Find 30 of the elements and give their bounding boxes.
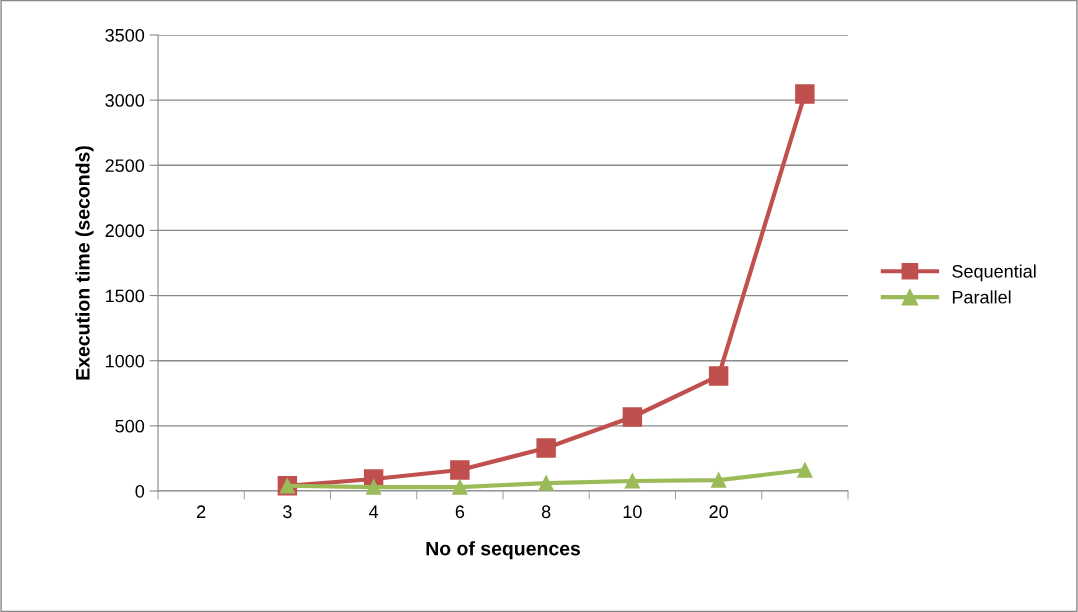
x-tick-label: 4: [369, 505, 379, 518]
x-tick-label: 20: [709, 505, 728, 519]
point: [624, 473, 641, 489]
x-tick-label: 3: [283, 505, 292, 519]
y-tick-label: 0: [135, 484, 145, 498]
y-tick-label: 3500: [105, 28, 145, 42]
y-tick-label: 3000: [105, 94, 145, 107]
y-axis-title: Execution time (seconds): [75, 146, 94, 380]
y-tick-label: 500: [115, 419, 145, 433]
point: [452, 479, 468, 495]
point: [710, 472, 727, 488]
point: [536, 438, 556, 458]
x-tick-label: 8: [541, 505, 551, 519]
point: [622, 407, 643, 427]
x-tick-label: 6: [455, 505, 465, 519]
x-tick-label: 2: [197, 505, 206, 518]
x-axis-title: No of sequences: [426, 541, 581, 560]
y-tick-label: 2500: [105, 159, 145, 173]
x-tick-label: 10: [623, 505, 642, 519]
point: [365, 479, 382, 495]
point: [538, 475, 554, 491]
legend-label: Sequential: [952, 264, 1036, 282]
y-tick-label: 1500: [106, 289, 145, 303]
point: [797, 462, 813, 478]
legend-label: Parallel: [952, 290, 1011, 304]
point: [450, 460, 470, 480]
y-tick-label: 2000: [105, 224, 145, 238]
point: [795, 84, 815, 104]
point: [708, 366, 729, 386]
y-tick-label: 1000: [106, 354, 145, 368]
